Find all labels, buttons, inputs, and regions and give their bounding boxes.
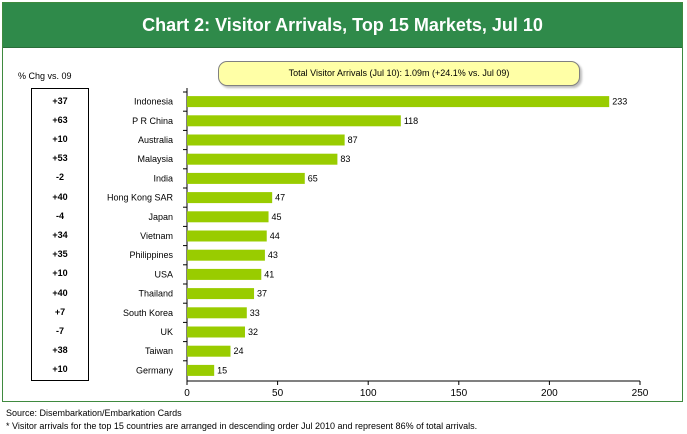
- pct-change-value: +10: [52, 364, 68, 375]
- pct-change-box: [31, 88, 89, 381]
- category-label: Germany: [136, 365, 174, 375]
- category-label: Japan: [148, 212, 173, 222]
- pct-change-value: +10: [52, 134, 68, 144]
- data-label: 32: [248, 327, 258, 337]
- data-label: 41: [264, 269, 274, 279]
- pct-change-value: +38: [52, 345, 68, 356]
- data-label: 87: [348, 135, 358, 145]
- bar: [187, 134, 345, 146]
- category-label: Vietnam: [140, 231, 173, 241]
- category-label: Malaysia: [137, 154, 173, 164]
- chart-title: Chart 2: Visitor Arrivals, Top 15 Market…: [142, 15, 543, 35]
- pct-change-header: % Chg vs. 09: [18, 71, 72, 81]
- x-tick-label: 150: [450, 388, 467, 399]
- category-label: Thailand: [138, 289, 173, 299]
- pct-change-value: +10: [52, 268, 68, 279]
- bar: [187, 96, 610, 108]
- pct-change-value: -2: [55, 172, 64, 183]
- data-label: 45: [272, 212, 282, 222]
- data-label: 33: [250, 308, 260, 318]
- category-label: USA: [154, 269, 173, 279]
- data-label: 65: [308, 173, 318, 183]
- bar: [187, 307, 247, 319]
- bar: [187, 364, 215, 376]
- category-label: Indonesia: [134, 97, 173, 107]
- x-tick-label: 0: [184, 388, 190, 399]
- total-arrivals-callout: Total Visitor Arrivals (Jul 10): 1.09m (…: [218, 61, 580, 86]
- x-tick-label: 100: [360, 388, 377, 399]
- category-label: Australia: [138, 135, 173, 145]
- pct-change-value: +40: [52, 287, 68, 298]
- bar: [187, 115, 401, 127]
- pct-change-value: -7: [55, 326, 64, 336]
- data-label: 118: [404, 116, 418, 126]
- category-label: Philippines: [129, 250, 173, 260]
- x-tick-label: 50: [272, 388, 284, 399]
- pct-change-value: +7: [54, 306, 66, 317]
- category-label: UK: [160, 327, 173, 337]
- bar: [187, 268, 262, 280]
- data-label: 83: [340, 154, 350, 164]
- bar: [187, 326, 245, 338]
- footnote: * Visitor arrivals for the top 15 countr…: [6, 421, 478, 431]
- bar: [187, 345, 231, 357]
- bar: [187, 153, 338, 165]
- category-label: Hong Kong SAR: [107, 193, 174, 203]
- x-tick-label: 200: [541, 388, 558, 399]
- bar: [187, 249, 265, 261]
- x-tick-label: 250: [632, 388, 649, 399]
- data-label: 43: [268, 250, 278, 260]
- data-label: 47: [275, 193, 285, 203]
- pct-change-value: +63: [52, 114, 68, 125]
- data-label: 15: [217, 365, 227, 375]
- pct-change-value: +34: [52, 230, 68, 240]
- source-note: Source: Disembarkation/Embarkation Cards: [6, 408, 182, 418]
- bar: [187, 192, 273, 204]
- chart-header: Chart 2: Visitor Arrivals, Top 15 Market…: [3, 3, 682, 48]
- bar: [187, 211, 269, 223]
- category-label: South Korea: [123, 308, 173, 318]
- bar: [187, 288, 255, 300]
- category-label: India: [153, 173, 173, 183]
- data-label: 44: [270, 231, 280, 241]
- pct-change-value: +53: [52, 153, 68, 164]
- bar: [187, 230, 267, 242]
- bar: [187, 172, 305, 184]
- pct-change-value: +35: [52, 249, 68, 260]
- category-label: P R China: [132, 116, 173, 126]
- pct-change-value: +37: [52, 95, 68, 106]
- data-label: 233: [612, 97, 627, 107]
- category-label: Taiwan: [145, 346, 173, 356]
- data-label: 24: [233, 346, 243, 356]
- data-label: 37: [257, 289, 267, 299]
- pct-change-value: +40: [52, 191, 68, 202]
- pct-change-value: -4: [55, 210, 64, 221]
